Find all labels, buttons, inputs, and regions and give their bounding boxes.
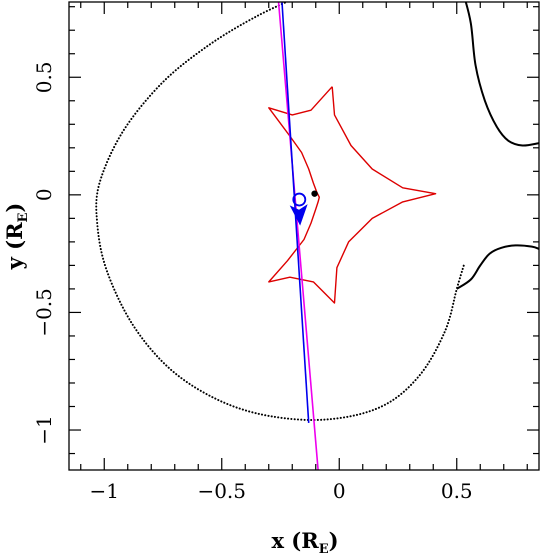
y-tick-label: −1 [32,415,56,444]
x-tick-label: −1 [90,479,119,503]
critical-curve-outer [95,2,465,421]
direction-arrowhead-icon [289,204,308,226]
source-circle-marker [292,192,307,207]
plot-data-layer [95,2,539,470]
x-axis-label: x (RE) [271,528,338,555]
critical-curve-lower-right [456,244,539,290]
plot-frame [68,1,540,471]
direction-arrow [289,204,308,226]
lens-point-marker [311,190,318,197]
x-tick-label: 0 [333,479,346,503]
tick-labels: −1 −0.5 0 0.5 −1 −0.5 0 0.5 [32,61,473,503]
critical-curve-upper-right [464,2,539,147]
x-tick-label: 0.5 [441,479,473,503]
y-tick-label: −0.5 [32,288,56,337]
ticks [69,2,539,470]
x-tick-label: −0.5 [197,479,246,503]
caustic-curve [268,86,437,304]
source-trajectory-magenta [277,2,319,470]
y-tick-label: 0.5 [32,61,56,93]
y-axis-label: y (RE) [2,203,31,271]
y-tick-label: 0 [32,188,56,201]
